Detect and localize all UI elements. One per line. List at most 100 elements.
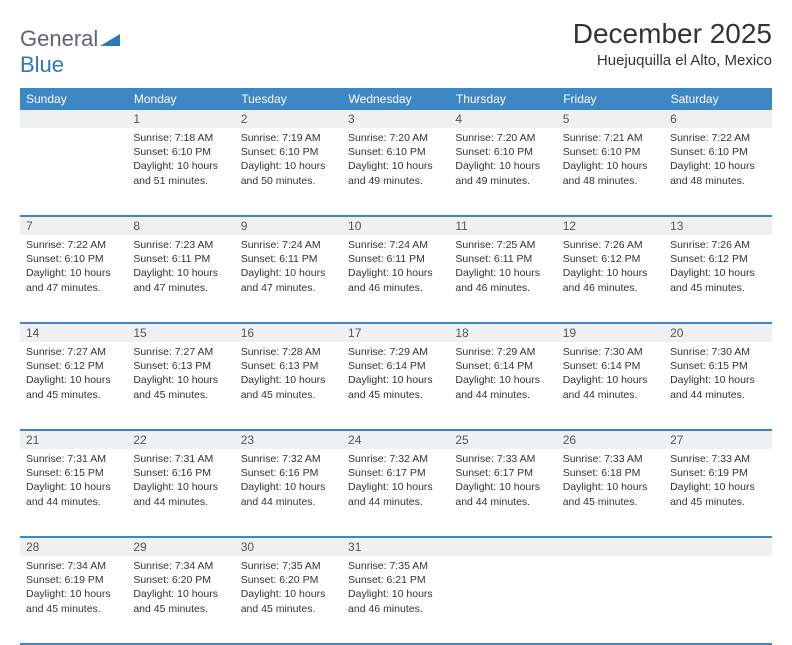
day-content: Sunrise: 7:20 AMSunset: 6:10 PMDaylight:… (449, 128, 556, 194)
sunset-text: Sunset: 6:15 PM (670, 359, 765, 373)
day-cell: Sunrise: 7:22 AMSunset: 6:10 PMDaylight:… (20, 235, 127, 323)
day-number: 31 (342, 537, 449, 556)
brand-part2: Blue (20, 52, 64, 77)
brand-logo: General Blue (20, 18, 120, 78)
day-content: Sunrise: 7:32 AMSunset: 6:16 PMDaylight:… (235, 449, 342, 515)
day-content: Sunrise: 7:27 AMSunset: 6:13 PMDaylight:… (127, 342, 234, 408)
sunrise-text: Sunrise: 7:30 AM (563, 345, 658, 359)
day-cell: Sunrise: 7:34 AMSunset: 6:20 PMDaylight:… (127, 556, 234, 644)
sunset-text: Sunset: 6:15 PM (26, 466, 121, 480)
day-number: 1 (127, 110, 234, 128)
day-number: 21 (20, 430, 127, 449)
day-number (449, 537, 556, 556)
page-header: General Blue December 2025 Huejuquilla e… (20, 18, 772, 78)
daylight-text: Daylight: 10 hours and 44 minutes. (563, 373, 658, 401)
dayhdr-sun: Sunday (20, 88, 127, 110)
dayhdr-mon: Monday (127, 88, 234, 110)
day-cell: Sunrise: 7:20 AMSunset: 6:10 PMDaylight:… (449, 128, 556, 216)
day-cell: Sunrise: 7:22 AMSunset: 6:10 PMDaylight:… (664, 128, 771, 216)
day-number: 17 (342, 323, 449, 342)
daylight-text: Daylight: 10 hours and 44 minutes. (455, 480, 550, 508)
sunset-text: Sunset: 6:16 PM (241, 466, 336, 480)
daylight-text: Daylight: 10 hours and 50 minutes. (241, 159, 336, 187)
brand-triangle-icon (100, 26, 120, 52)
day-cell (449, 556, 556, 644)
sunrise-text: Sunrise: 7:29 AM (348, 345, 443, 359)
daylight-text: Daylight: 10 hours and 45 minutes. (26, 587, 121, 615)
sunrise-text: Sunrise: 7:20 AM (348, 131, 443, 145)
sunset-text: Sunset: 6:14 PM (348, 359, 443, 373)
day-number: 12 (557, 216, 664, 235)
sunrise-text: Sunrise: 7:22 AM (26, 238, 121, 252)
day-content: Sunrise: 7:24 AMSunset: 6:11 PMDaylight:… (235, 235, 342, 301)
dayhdr-tue: Tuesday (235, 88, 342, 110)
sunset-text: Sunset: 6:10 PM (241, 145, 336, 159)
sunset-text: Sunset: 6:11 PM (455, 252, 550, 266)
day-content: Sunrise: 7:33 AMSunset: 6:19 PMDaylight:… (664, 449, 771, 515)
daylight-text: Daylight: 10 hours and 46 minutes. (455, 266, 550, 294)
day-number: 3 (342, 110, 449, 128)
day-content: Sunrise: 7:27 AMSunset: 6:12 PMDaylight:… (20, 342, 127, 408)
day-cell: Sunrise: 7:35 AMSunset: 6:21 PMDaylight:… (342, 556, 449, 644)
day-cell: Sunrise: 7:27 AMSunset: 6:12 PMDaylight:… (20, 342, 127, 430)
day-cell: Sunrise: 7:25 AMSunset: 6:11 PMDaylight:… (449, 235, 556, 323)
dayhdr-sat: Saturday (664, 88, 771, 110)
calendar-body: 123456Sunrise: 7:18 AMSunset: 6:10 PMDay… (20, 110, 772, 644)
day-content: Sunrise: 7:23 AMSunset: 6:11 PMDaylight:… (127, 235, 234, 301)
day-cell (557, 556, 664, 644)
day-cell: Sunrise: 7:31 AMSunset: 6:16 PMDaylight:… (127, 449, 234, 537)
sunrise-text: Sunrise: 7:26 AM (563, 238, 658, 252)
daylight-text: Daylight: 10 hours and 44 minutes. (348, 480, 443, 508)
sunrise-text: Sunrise: 7:26 AM (670, 238, 765, 252)
sunrise-text: Sunrise: 7:30 AM (670, 345, 765, 359)
sunrise-text: Sunrise: 7:25 AM (455, 238, 550, 252)
daylight-text: Daylight: 10 hours and 45 minutes. (133, 587, 228, 615)
day-number: 29 (127, 537, 234, 556)
daynum-row: 28293031 (20, 537, 772, 556)
sunset-text: Sunset: 6:13 PM (241, 359, 336, 373)
day-content: Sunrise: 7:18 AMSunset: 6:10 PMDaylight:… (127, 128, 234, 194)
daylight-text: Daylight: 10 hours and 44 minutes. (670, 373, 765, 401)
day-number: 11 (449, 216, 556, 235)
sunrise-text: Sunrise: 7:28 AM (241, 345, 336, 359)
day-number (557, 537, 664, 556)
day-number: 20 (664, 323, 771, 342)
day-number: 23 (235, 430, 342, 449)
day-cell: Sunrise: 7:33 AMSunset: 6:17 PMDaylight:… (449, 449, 556, 537)
sunrise-text: Sunrise: 7:18 AM (133, 131, 228, 145)
day-number: 6 (664, 110, 771, 128)
sunset-text: Sunset: 6:17 PM (348, 466, 443, 480)
brand-part1: General (20, 26, 98, 51)
daylight-text: Daylight: 10 hours and 44 minutes. (241, 480, 336, 508)
sunrise-text: Sunrise: 7:32 AM (241, 452, 336, 466)
day-content: Sunrise: 7:33 AMSunset: 6:17 PMDaylight:… (449, 449, 556, 515)
sunset-text: Sunset: 6:12 PM (26, 359, 121, 373)
sunset-text: Sunset: 6:19 PM (26, 573, 121, 587)
day-cell: Sunrise: 7:28 AMSunset: 6:13 PMDaylight:… (235, 342, 342, 430)
day-cell (20, 128, 127, 216)
sunrise-text: Sunrise: 7:33 AM (455, 452, 550, 466)
day-cell: Sunrise: 7:33 AMSunset: 6:18 PMDaylight:… (557, 449, 664, 537)
daylight-text: Daylight: 10 hours and 45 minutes. (133, 373, 228, 401)
day-number: 24 (342, 430, 449, 449)
day-cell: Sunrise: 7:24 AMSunset: 6:11 PMDaylight:… (342, 235, 449, 323)
daylight-text: Daylight: 10 hours and 45 minutes. (670, 480, 765, 508)
daynum-row: 21222324252627 (20, 430, 772, 449)
daylight-text: Daylight: 10 hours and 49 minutes. (455, 159, 550, 187)
sunrise-text: Sunrise: 7:23 AM (133, 238, 228, 252)
daylight-text: Daylight: 10 hours and 47 minutes. (241, 266, 336, 294)
sunrise-text: Sunrise: 7:31 AM (133, 452, 228, 466)
day-content: Sunrise: 7:30 AMSunset: 6:14 PMDaylight:… (557, 342, 664, 408)
sunrise-text: Sunrise: 7:22 AM (670, 131, 765, 145)
sunset-text: Sunset: 6:12 PM (670, 252, 765, 266)
day-cell: Sunrise: 7:19 AMSunset: 6:10 PMDaylight:… (235, 128, 342, 216)
day-content: Sunrise: 7:22 AMSunset: 6:10 PMDaylight:… (20, 235, 127, 301)
day-content: Sunrise: 7:31 AMSunset: 6:16 PMDaylight:… (127, 449, 234, 515)
day-cell: Sunrise: 7:27 AMSunset: 6:13 PMDaylight:… (127, 342, 234, 430)
location-label: Huejuquilla el Alto, Mexico (573, 52, 772, 69)
day-number: 26 (557, 430, 664, 449)
sunset-text: Sunset: 6:11 PM (241, 252, 336, 266)
day-content (557, 556, 664, 565)
sunrise-text: Sunrise: 7:24 AM (348, 238, 443, 252)
sunrise-text: Sunrise: 7:34 AM (26, 559, 121, 573)
